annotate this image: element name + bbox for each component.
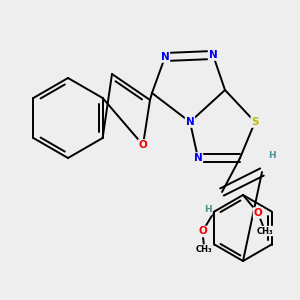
Text: O: O bbox=[198, 226, 207, 236]
Text: N: N bbox=[208, 50, 217, 60]
Text: H: H bbox=[268, 151, 276, 160]
Text: CH₃: CH₃ bbox=[196, 245, 213, 254]
Text: N: N bbox=[186, 117, 194, 127]
Text: O: O bbox=[254, 208, 262, 218]
Text: N: N bbox=[160, 52, 169, 62]
Text: O: O bbox=[139, 140, 147, 150]
Text: N: N bbox=[194, 153, 202, 163]
Text: H: H bbox=[204, 206, 212, 214]
Text: CH₃: CH₃ bbox=[257, 226, 273, 236]
Text: S: S bbox=[251, 117, 259, 127]
